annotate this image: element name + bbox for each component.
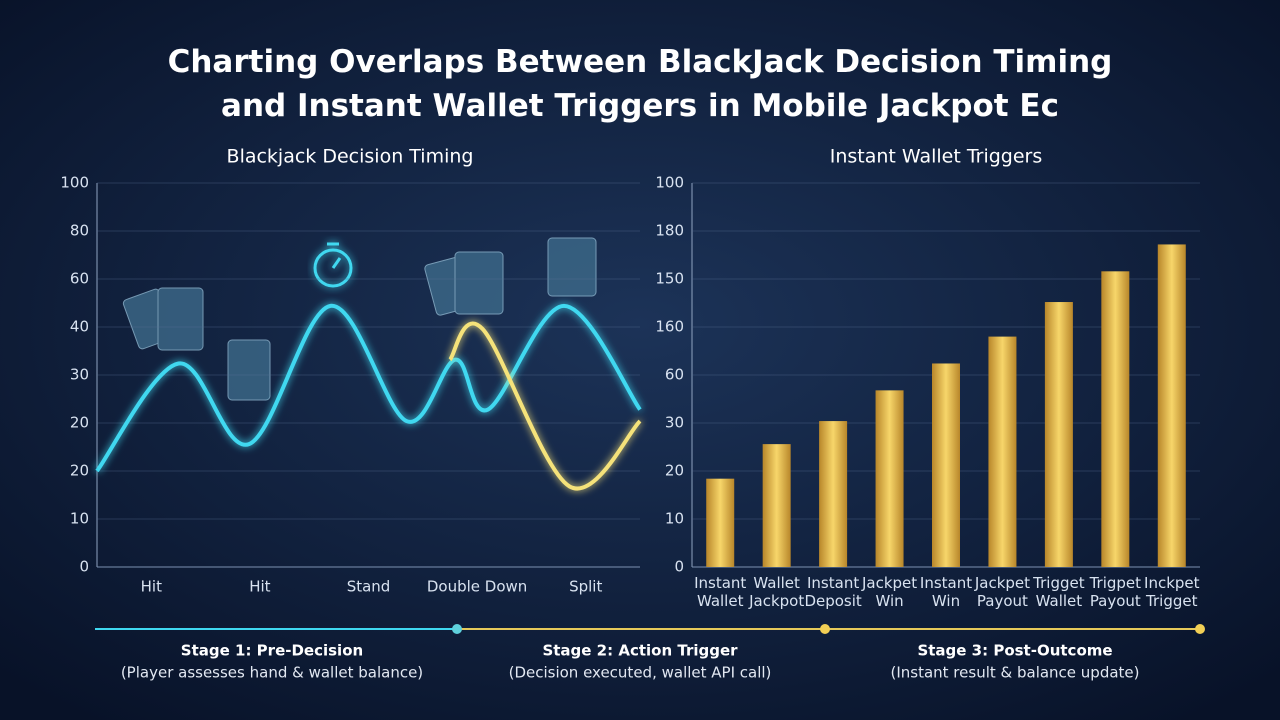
x-tick-label-line: Trigget bbox=[1145, 592, 1198, 610]
bar bbox=[1157, 244, 1186, 567]
title: Charting Overlaps Between BlackJack Deci… bbox=[167, 44, 1113, 124]
x-tick-label: Wallet Jackpot bbox=[748, 574, 804, 610]
stopwatch-icon bbox=[313, 242, 353, 288]
x-tick-label: Jackpet Win bbox=[861, 574, 917, 610]
x-tick-label: Hit bbox=[249, 578, 270, 596]
x-tick-label-line: Payout bbox=[1090, 592, 1141, 610]
x-tick-label-line: Jackpet bbox=[974, 574, 1030, 592]
card-icons bbox=[122, 237, 597, 401]
bar bbox=[762, 444, 791, 567]
y-tick-label: 20 bbox=[70, 414, 89, 432]
data-line bbox=[95, 303, 642, 473]
x-tick-label-line: Payout bbox=[977, 592, 1028, 610]
bar bbox=[819, 421, 848, 567]
chart-title: Instant Wallet Triggers bbox=[830, 146, 1043, 168]
x-tick-label-line: Trigpet bbox=[1089, 574, 1142, 592]
stage-description: (Instant result & balance update) bbox=[890, 664, 1139, 682]
x-tick-label: Inckpet Trigget bbox=[1144, 574, 1200, 610]
bar bbox=[988, 336, 1017, 567]
x-tick-label: Stand bbox=[347, 578, 391, 596]
bar bbox=[1044, 302, 1073, 567]
timeline-dot bbox=[820, 624, 830, 634]
y-tick-label: 0 bbox=[674, 558, 684, 576]
x-tick-label-line: Wallet bbox=[697, 592, 744, 610]
x-tick-label: Hit bbox=[141, 578, 162, 596]
x-tick-label: Instant Win bbox=[920, 574, 972, 610]
x-tick-label: Jackpet Payout bbox=[974, 574, 1030, 610]
y-tick-label: 30 bbox=[70, 366, 89, 384]
y-tick-label: 0 bbox=[79, 558, 89, 576]
x-tick-label-line: Jackpot bbox=[748, 592, 804, 610]
y-tick-label: 20 bbox=[665, 462, 684, 480]
bar bbox=[706, 478, 735, 567]
x-tick-label-line: Win bbox=[932, 592, 960, 610]
x-tick-label: Double Down bbox=[427, 578, 527, 596]
x-tick-label-line: Instant bbox=[920, 574, 972, 592]
timeline-dot bbox=[1195, 624, 1205, 634]
y-tick-label: 20 bbox=[70, 462, 89, 480]
y-tick-label: 100 bbox=[655, 174, 684, 192]
y-tick-label: 10 bbox=[70, 510, 89, 528]
y-tick-label: 180 bbox=[655, 222, 684, 240]
stage-title: Stage 2: Action Trigger bbox=[542, 642, 738, 660]
bar bbox=[1101, 271, 1130, 567]
stage-title: Stage 3: Post-Outcome bbox=[917, 642, 1112, 660]
x-tick-label: Instant Wallet bbox=[694, 574, 746, 610]
y-tick-label: 150 bbox=[655, 270, 684, 288]
x-tick-label-line: Instant bbox=[694, 574, 746, 592]
y-tick-label: 40 bbox=[70, 318, 89, 336]
timeline-dot bbox=[452, 624, 462, 634]
y-tick-label: 60 bbox=[70, 270, 89, 288]
y-tick-label: 60 bbox=[665, 366, 684, 384]
x-tick-label-line: Jackpet bbox=[861, 574, 917, 592]
stage-description: (Decision executed, wallet API call) bbox=[509, 664, 772, 682]
y-tick-label: 10 bbox=[665, 510, 684, 528]
x-tick-label-line: Wallet bbox=[753, 574, 800, 592]
data-line bbox=[448, 321, 642, 491]
x-tick-label-line: Inckpet bbox=[1144, 574, 1200, 592]
x-tick-label: Trigget Wallet bbox=[1032, 574, 1085, 610]
x-tick-label-line: Trigget bbox=[1032, 574, 1085, 592]
y-tick-label: 100 bbox=[60, 174, 89, 192]
x-tick-label-line: Wallet bbox=[1036, 592, 1083, 610]
x-tick-label-line: Deposit bbox=[804, 592, 861, 610]
bar bbox=[932, 363, 960, 567]
x-tick-label: Split bbox=[569, 578, 602, 596]
x-tick-label-line: Instant bbox=[807, 574, 859, 592]
y-tick-label: 30 bbox=[665, 414, 684, 432]
x-tick-label-line: Win bbox=[875, 592, 903, 610]
y-tick-label: 80 bbox=[70, 222, 89, 240]
stage-description: (Player assesses hand & wallet balance) bbox=[121, 664, 423, 682]
stage-title: Stage 1: Pre-Decision bbox=[181, 642, 363, 660]
x-tick-label: Instant Deposit bbox=[804, 574, 861, 610]
y-tick-label: 160 bbox=[655, 318, 684, 336]
bar bbox=[875, 390, 904, 567]
chart-title: Blackjack Decision Timing bbox=[227, 146, 474, 168]
x-tick-label: Trigpet Payout bbox=[1089, 574, 1142, 610]
